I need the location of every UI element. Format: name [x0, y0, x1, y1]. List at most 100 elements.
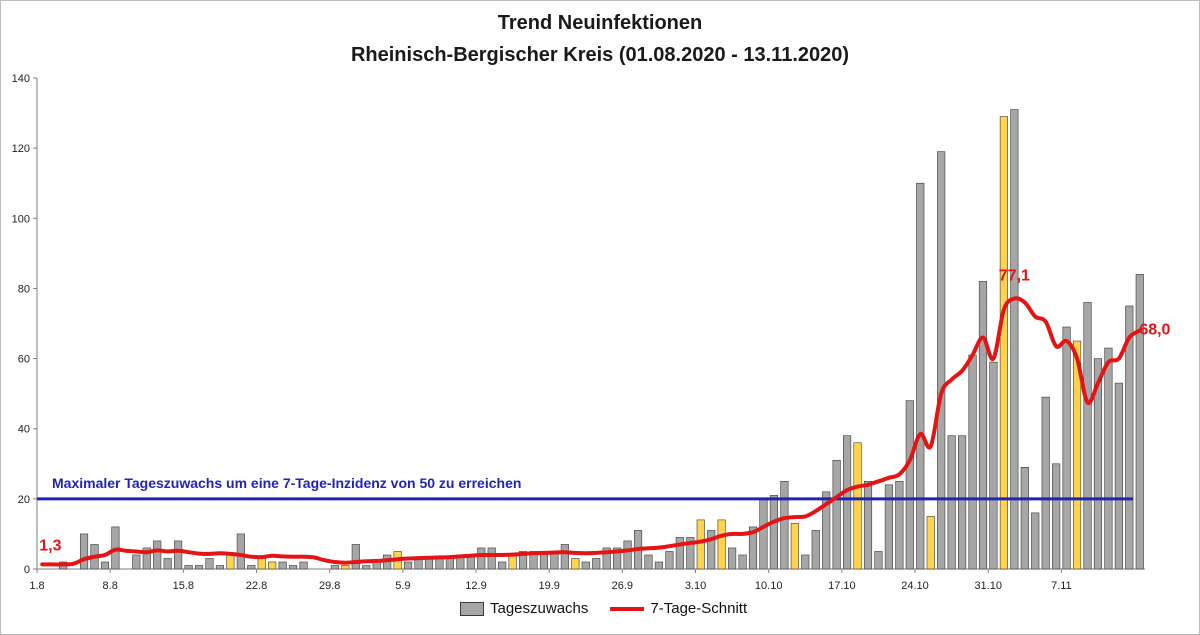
- y-tick-label: 20: [18, 494, 30, 506]
- bar: [728, 547, 737, 570]
- bar: [832, 459, 841, 570]
- legend-label-bars: Tageszuwachs: [490, 600, 589, 617]
- bar: [999, 116, 1008, 570]
- bar: [163, 558, 172, 570]
- x-tick-label: 3.10: [685, 580, 706, 592]
- data-label: 68,0: [1139, 322, 1170, 339]
- bar: [874, 551, 883, 570]
- data-label: 1,3: [39, 537, 61, 554]
- bar: [654, 561, 664, 570]
- y-tick-label: 140: [12, 73, 30, 85]
- bar: [1031, 512, 1040, 570]
- bar: [404, 561, 413, 570]
- legend-swatch-line: [610, 606, 645, 611]
- y-tick-label: 80: [18, 283, 30, 295]
- bar: [236, 533, 245, 570]
- legend-swatch-bars: [460, 601, 484, 616]
- chart-title: Trend Neuinfektionen: [497, 12, 703, 34]
- bar: [351, 544, 360, 570]
- bar: [1093, 358, 1103, 570]
- bar: [968, 354, 977, 570]
- bar: [759, 498, 768, 570]
- x-tick-label: 31.10: [974, 580, 1002, 592]
- x-tick-label: 15.8: [173, 580, 194, 592]
- bar: [205, 558, 214, 570]
- bar: [215, 565, 224, 570]
- legend-label-line: 7-Tage-Schnitt: [650, 600, 748, 617]
- bar: [341, 565, 350, 570]
- bar: [822, 491, 831, 570]
- bar: [268, 561, 277, 570]
- bar: [1083, 302, 1092, 570]
- bar: [445, 558, 454, 570]
- bar: [424, 558, 434, 570]
- bar: [174, 540, 183, 570]
- bar: [194, 565, 204, 570]
- x-tick-label: 10.10: [755, 580, 783, 592]
- chart-subtitle: Rheinisch-Bergischer Kreis (01.08.2020 -…: [350, 44, 850, 66]
- legend: Tageszuwachs 7-Tage-Schnitt: [460, 600, 747, 617]
- bar: [978, 281, 988, 570]
- bar: [289, 565, 298, 570]
- bar: [1125, 305, 1134, 570]
- bar: [623, 540, 632, 570]
- bar: [905, 400, 914, 570]
- bar: [1010, 109, 1019, 570]
- bar: [989, 361, 998, 570]
- bar: [247, 565, 256, 570]
- bar: [811, 530, 820, 570]
- x-tick-label: 26.9: [612, 580, 633, 592]
- bar: [769, 495, 778, 570]
- bar: [592, 558, 601, 570]
- bar: [226, 554, 235, 570]
- bar: [508, 554, 517, 570]
- bar: [362, 565, 371, 570]
- bar: [132, 554, 141, 570]
- bar: [581, 561, 590, 570]
- x-tick-label: 19.9: [538, 580, 559, 592]
- bar: [853, 442, 862, 570]
- bar: [602, 547, 611, 570]
- x-tick-label: 24.10: [901, 580, 929, 592]
- bar: [947, 435, 956, 570]
- bar: [613, 547, 622, 570]
- bar: [937, 151, 946, 570]
- x-tick-label: 12.9: [465, 580, 486, 592]
- bar: [257, 558, 266, 570]
- bar: [1062, 326, 1071, 570]
- bar: [863, 481, 873, 570]
- bar: [560, 544, 569, 570]
- y-tick-label: 0: [24, 564, 30, 576]
- bar: [1104, 347, 1113, 570]
- y-tick-label: 100: [12, 213, 30, 225]
- bar: [644, 554, 653, 570]
- bar: [843, 435, 852, 570]
- bar: [79, 533, 89, 570]
- bar: [278, 561, 287, 570]
- bar: [435, 558, 444, 570]
- x-tick-label: 7.11: [1051, 580, 1072, 592]
- bar: [1135, 274, 1144, 570]
- bar: [675, 537, 684, 570]
- series-line-7-tage-schnitt: [40, 296, 1142, 567]
- y-tick-label: 60: [18, 354, 30, 366]
- bar: [1041, 396, 1050, 570]
- x-tick-label: 17.10: [828, 580, 856, 592]
- bar: [884, 484, 893, 570]
- x-tick-label: 5.9: [395, 580, 410, 592]
- bar: [696, 519, 705, 570]
- data-label: 77,1: [999, 268, 1030, 285]
- bar: [707, 530, 716, 570]
- bar: [330, 565, 339, 570]
- bar: [686, 537, 695, 570]
- bar: [487, 547, 496, 570]
- x-tick-label: 29.8: [319, 580, 340, 592]
- x-tick-label: 22.8: [246, 580, 267, 592]
- y-tick-label: 40: [18, 424, 30, 436]
- bar: [142, 547, 151, 570]
- bar: [926, 516, 935, 570]
- bar: [153, 540, 162, 570]
- bar: [738, 554, 747, 570]
- bar: [477, 547, 486, 570]
